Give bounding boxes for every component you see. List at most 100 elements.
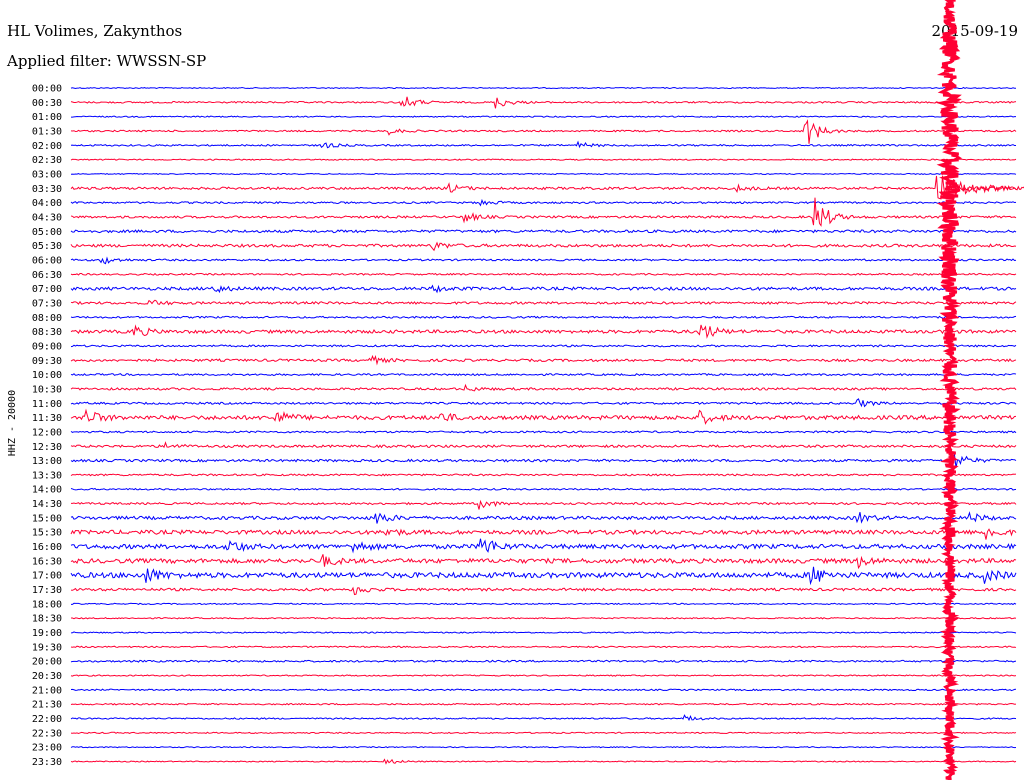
time-label: 16:00: [32, 542, 62, 553]
trace-row-1700: [70, 566, 1017, 586]
trace-row-0900: [70, 344, 1017, 348]
time-label: 15:00: [32, 513, 62, 524]
trace-row-0930: [70, 354, 1017, 366]
time-label: 22:00: [32, 714, 62, 725]
trace-row-0000: [70, 86, 1017, 90]
trace-row-1430: [70, 499, 1017, 510]
trace-row-1600: [70, 538, 1017, 554]
time-label: 01:00: [32, 112, 62, 123]
time-label: 02:30: [32, 155, 62, 166]
trace-row-1300: [70, 452, 1017, 468]
trace-row-0130: [70, 119, 1017, 144]
time-label: 03:00: [32, 169, 62, 180]
time-label: 08:00: [32, 313, 62, 324]
trace-row-1200: [70, 430, 1017, 434]
time-label: 09:30: [32, 356, 62, 367]
time-label: 13:00: [32, 456, 62, 467]
time-label: 17:00: [32, 571, 62, 582]
time-label: 17:30: [32, 585, 62, 596]
time-label: 21:30: [32, 700, 62, 711]
trace-row-0430: [70, 197, 1017, 227]
trace-row-0700: [70, 284, 1017, 294]
time-label: 16:30: [32, 556, 62, 567]
time-label: 11:00: [32, 399, 62, 410]
time-label: 07:30: [32, 298, 62, 309]
date-area: [918, 20, 1022, 42]
time-label: 10:30: [32, 384, 62, 395]
time-label: 19:00: [32, 628, 62, 639]
large-earthquake-signal: [918, 0, 1024, 780]
time-label: 04:30: [32, 212, 62, 223]
trace-row-2130: [70, 702, 1017, 706]
time-label: 14:30: [32, 499, 62, 510]
time-label: 22:30: [32, 728, 62, 739]
time-label: 20:00: [32, 657, 62, 668]
trace-row-1130: [70, 408, 1017, 425]
time-label: 03:30: [32, 184, 62, 195]
time-label: 20:30: [32, 671, 62, 682]
trace-row-1830: [70, 617, 1017, 620]
trace-row-1500: [70, 511, 1017, 524]
trace-row-2330: [70, 758, 1017, 765]
trace-row-1730: [70, 586, 1017, 596]
time-label: 23:30: [32, 757, 62, 768]
trace-row-1230: [70, 441, 1017, 449]
trace-row-0600: [70, 256, 1017, 265]
time-label: 04:00: [32, 198, 62, 209]
trace-row-1930: [70, 645, 1017, 649]
trace-row-0830: [70, 324, 1017, 339]
station-title: HL Volimes, Zakynthos: [7, 22, 183, 40]
time-label: 00:30: [32, 98, 62, 109]
trace-row-1400: [70, 487, 1017, 491]
trace-row-0500: [70, 229, 1017, 234]
trace-row-0030: [70, 96, 1017, 109]
time-label: 10:00: [32, 370, 62, 381]
trace-row-2030: [70, 674, 1017, 677]
trace-row-2200: [70, 714, 1017, 722]
time-label: 14:00: [32, 485, 62, 496]
time-label: 12:00: [32, 427, 62, 438]
filter-label: Applied filter: WWSSN-SP: [7, 52, 207, 70]
trace-row-0630: [70, 272, 1017, 276]
time-label: 05:30: [32, 241, 62, 252]
time-label: 00:00: [32, 84, 62, 95]
trace-row-0300: [70, 172, 1017, 176]
time-label: 13:30: [32, 470, 62, 481]
trace-row-2230: [70, 731, 1017, 735]
trace-row-0800: [70, 315, 1017, 319]
time-label: 18:00: [32, 599, 62, 610]
trace-group: [70, 86, 1017, 765]
time-label: 23:00: [32, 743, 62, 754]
earthquake-coda: [949, 179, 1024, 197]
time-label: 19:30: [32, 642, 62, 653]
trace-row-0100: [70, 115, 1017, 118]
trace-row-2300: [70, 746, 1017, 749]
trace-row-0230: [70, 158, 1017, 161]
time-label: 05:00: [32, 227, 62, 238]
trace-row-0330: [70, 175, 1017, 200]
time-label: 02:00: [32, 141, 62, 152]
trace-row-1330: [70, 473, 1017, 477]
trace-row-1530: [70, 528, 1017, 540]
earthquake-trace: [935, 0, 963, 780]
trace-row-1030: [70, 383, 1017, 392]
time-label: 12:30: [32, 442, 62, 453]
trace-row-0200: [70, 140, 1017, 149]
time-label: 09:00: [32, 341, 62, 352]
time-label: 21:00: [32, 685, 62, 696]
time-label: 18:30: [32, 614, 62, 625]
time-label: 08:30: [32, 327, 62, 338]
trace-row-0730: [70, 299, 1017, 306]
time-label-group: 00:00 00:30 01:00 01:30 02:00 02:30 03:00 03:30…: [32, 84, 62, 769]
time-label: 06:00: [32, 255, 62, 266]
trace-row-1000: [70, 373, 1017, 377]
trace-row-2100: [70, 688, 1017, 692]
time-label: 11:30: [32, 413, 62, 424]
trace-row-2000: [70, 659, 1017, 663]
time-label: 01:30: [32, 126, 62, 137]
trace-row-1900: [70, 631, 1017, 634]
time-label: 06:30: [32, 270, 62, 281]
time-label: 07:00: [32, 284, 62, 295]
trace-row-1100: [70, 398, 1017, 408]
